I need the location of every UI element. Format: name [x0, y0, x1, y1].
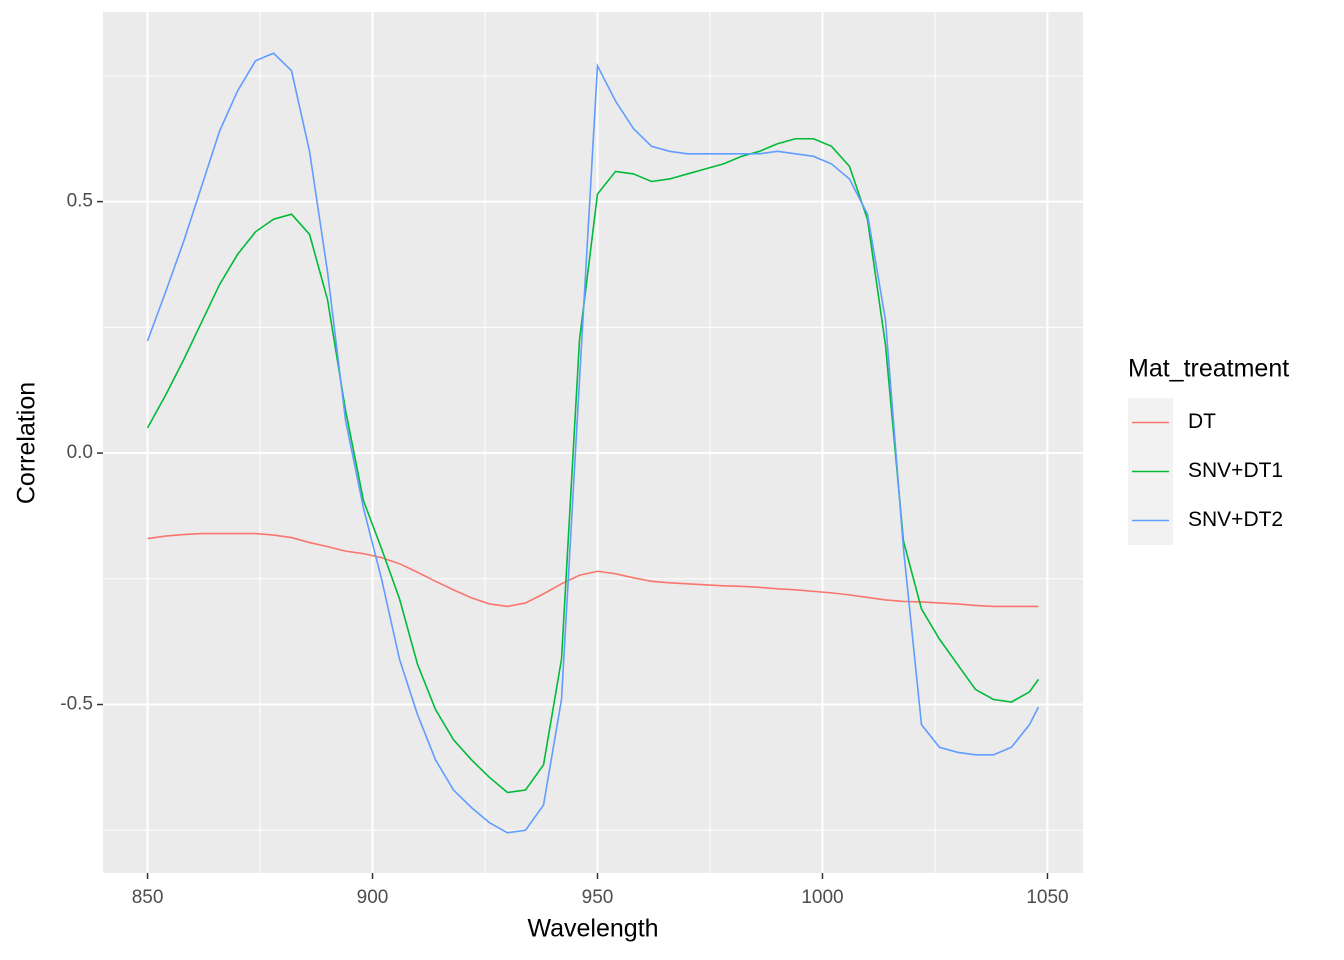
legend-label: SNV+DT2: [1188, 508, 1283, 531]
legend-label: DT: [1188, 410, 1216, 433]
y-axis-title: Correlation: [13, 382, 41, 504]
legend-label: SNV+DT1: [1188, 459, 1283, 482]
line: [147, 532, 1039, 608]
line: [146, 52, 1040, 834]
y-tick-label: 0.0: [67, 442, 93, 463]
legend-title: Mat_treatment: [1128, 355, 1289, 383]
x-tick-label: 950: [582, 887, 614, 908]
x-tick-label: 900: [357, 887, 389, 908]
x-tick-label: 1000: [801, 887, 843, 908]
x-tick-label: 1050: [1026, 887, 1068, 908]
y-tick-label: 0.5: [67, 191, 93, 212]
y-tick-label: -0.5: [60, 694, 93, 715]
x-axis-title: Wavelength: [527, 915, 658, 943]
grid: [103, 12, 1083, 873]
x-tick-label: 850: [132, 887, 164, 908]
